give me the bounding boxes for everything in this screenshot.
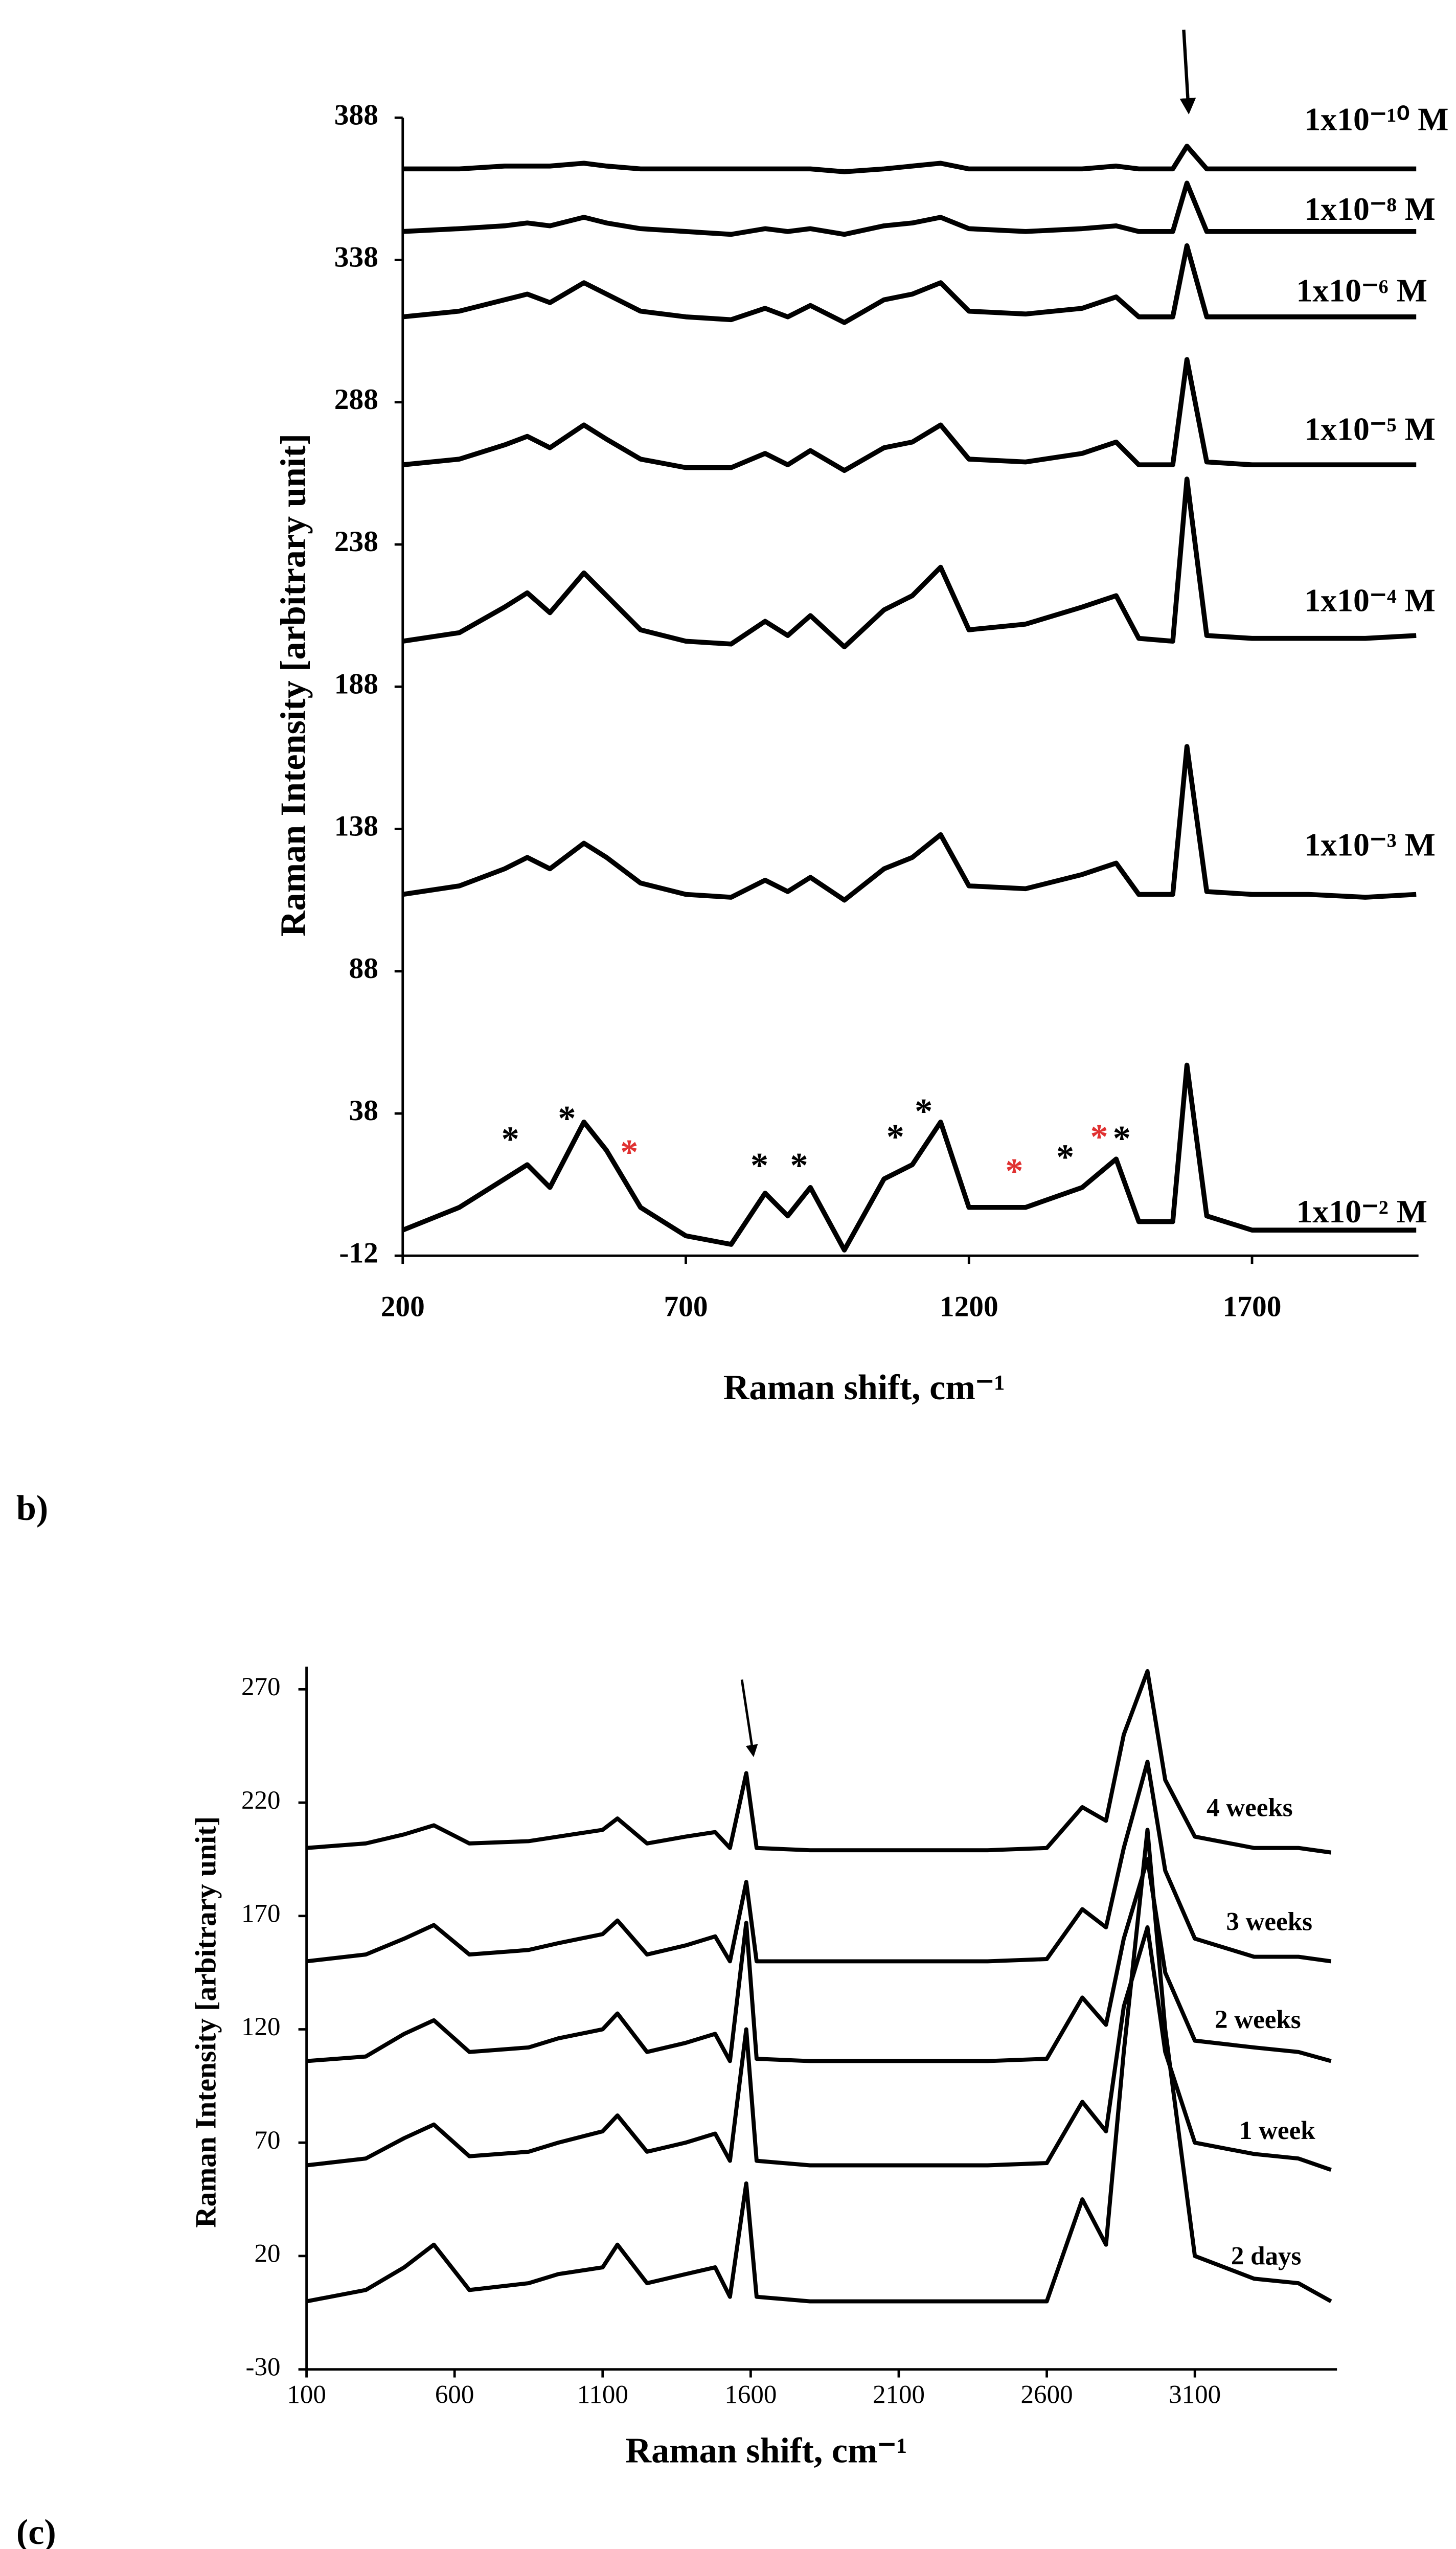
- x-tick-label: 1200: [940, 1291, 998, 1323]
- x-tick-label: 200: [381, 1291, 425, 1323]
- y-tick-label: 170: [241, 1899, 281, 1928]
- x-axis-title: Raman shift, cm⁻¹: [723, 1368, 1005, 1407]
- peak-marker: *: [886, 1117, 904, 1157]
- x-tick-label: 100: [287, 2381, 326, 2409]
- spectrum-line: [401, 1062, 1417, 1253]
- y-tick-label: 120: [241, 2013, 281, 2041]
- y-tick-label: 338: [334, 241, 378, 274]
- spectrum-line: [306, 1925, 1332, 2172]
- spectrum-line: [402, 357, 1417, 473]
- y-tick-label: 288: [334, 383, 378, 416]
- spectrum-line: [306, 1760, 1332, 1964]
- spectrum-line: [402, 744, 1417, 903]
- panel-label: b): [16, 1488, 48, 1528]
- peak-marker: *: [1090, 1117, 1108, 1157]
- peak-marker: *: [620, 1132, 638, 1172]
- series-label: 4 weeks: [1207, 1793, 1293, 1822]
- x-tick-label: 700: [664, 1291, 708, 1323]
- x-tick-label: 1600: [724, 2381, 777, 2409]
- series-label: 1x10⁻⁵ M: [1304, 411, 1435, 447]
- y-axis-title: Raman Intensity [arbitrary unit]: [274, 434, 313, 937]
- peak-arrow: [740, 1679, 758, 1757]
- y-tick-label: 70: [255, 2126, 281, 2155]
- series-label: 1x10⁻² M: [1296, 1193, 1427, 1230]
- peak-marker: *: [915, 1091, 932, 1131]
- series-label: 1 week: [1239, 2116, 1315, 2145]
- x-tick-label: 3100: [1169, 2381, 1221, 2409]
- y-tick-label: 238: [334, 526, 378, 558]
- peak-marker: *: [1113, 1119, 1131, 1158]
- spectrum-line: [402, 243, 1417, 325]
- series-label: 1x10⁻⁶ M: [1296, 272, 1427, 308]
- series-label: 2 days: [1231, 2242, 1302, 2270]
- x-tick-label: 1100: [577, 2381, 628, 2409]
- series-label: 1x10⁻¹⁰ M: [1304, 101, 1448, 137]
- y-tick-label: 388: [334, 99, 378, 131]
- series-label: 1x10⁻⁴ M: [1304, 582, 1435, 618]
- series-label: 1x10⁻⁸ M: [1304, 191, 1435, 227]
- y-tick-label: 20: [255, 2240, 281, 2268]
- peak-marker: *: [1005, 1151, 1023, 1191]
- y-tick-label: -12: [339, 1237, 378, 1269]
- panel-label: (c): [16, 2512, 56, 2549]
- peak-arrow: [1179, 29, 1196, 115]
- y-tick-label: 38: [349, 1095, 378, 1127]
- series-label: 2 weeks: [1215, 2006, 1301, 2034]
- x-tick-label: 2600: [1021, 2381, 1073, 2409]
- series-label: 3 weeks: [1226, 1908, 1312, 1937]
- x-tick-label: 1700: [1223, 1291, 1282, 1323]
- spectrum-line: [402, 144, 1417, 174]
- peak-marker: *: [502, 1119, 519, 1159]
- y-tick-label: 88: [349, 952, 378, 985]
- spectrum-line: [402, 476, 1417, 650]
- y-tick-label: 220: [241, 1786, 281, 1815]
- spectrum-line: [306, 1669, 1332, 1855]
- spectrum-line: [402, 180, 1417, 237]
- peak-marker: *: [1056, 1137, 1074, 1177]
- peak-marker: *: [790, 1146, 808, 1186]
- y-tick-label: 188: [334, 668, 378, 700]
- peak-marker: *: [750, 1146, 768, 1186]
- x-tick-label: 600: [435, 2381, 474, 2409]
- spectrum-line: [306, 1828, 1332, 2304]
- peak-marker: *: [558, 1099, 576, 1139]
- y-tick-label: 138: [334, 810, 378, 843]
- series-label: 1x10⁻³ M: [1304, 827, 1435, 863]
- y-tick-label: 270: [241, 1673, 281, 1701]
- x-axis-title: Raman shift, cm⁻¹: [625, 2431, 907, 2471]
- x-tick-label: 2100: [873, 2381, 925, 2409]
- y-tick-label: -30: [246, 2353, 281, 2381]
- y-axis-title: Raman Intensity [arbitrary unit]: [190, 1816, 222, 2228]
